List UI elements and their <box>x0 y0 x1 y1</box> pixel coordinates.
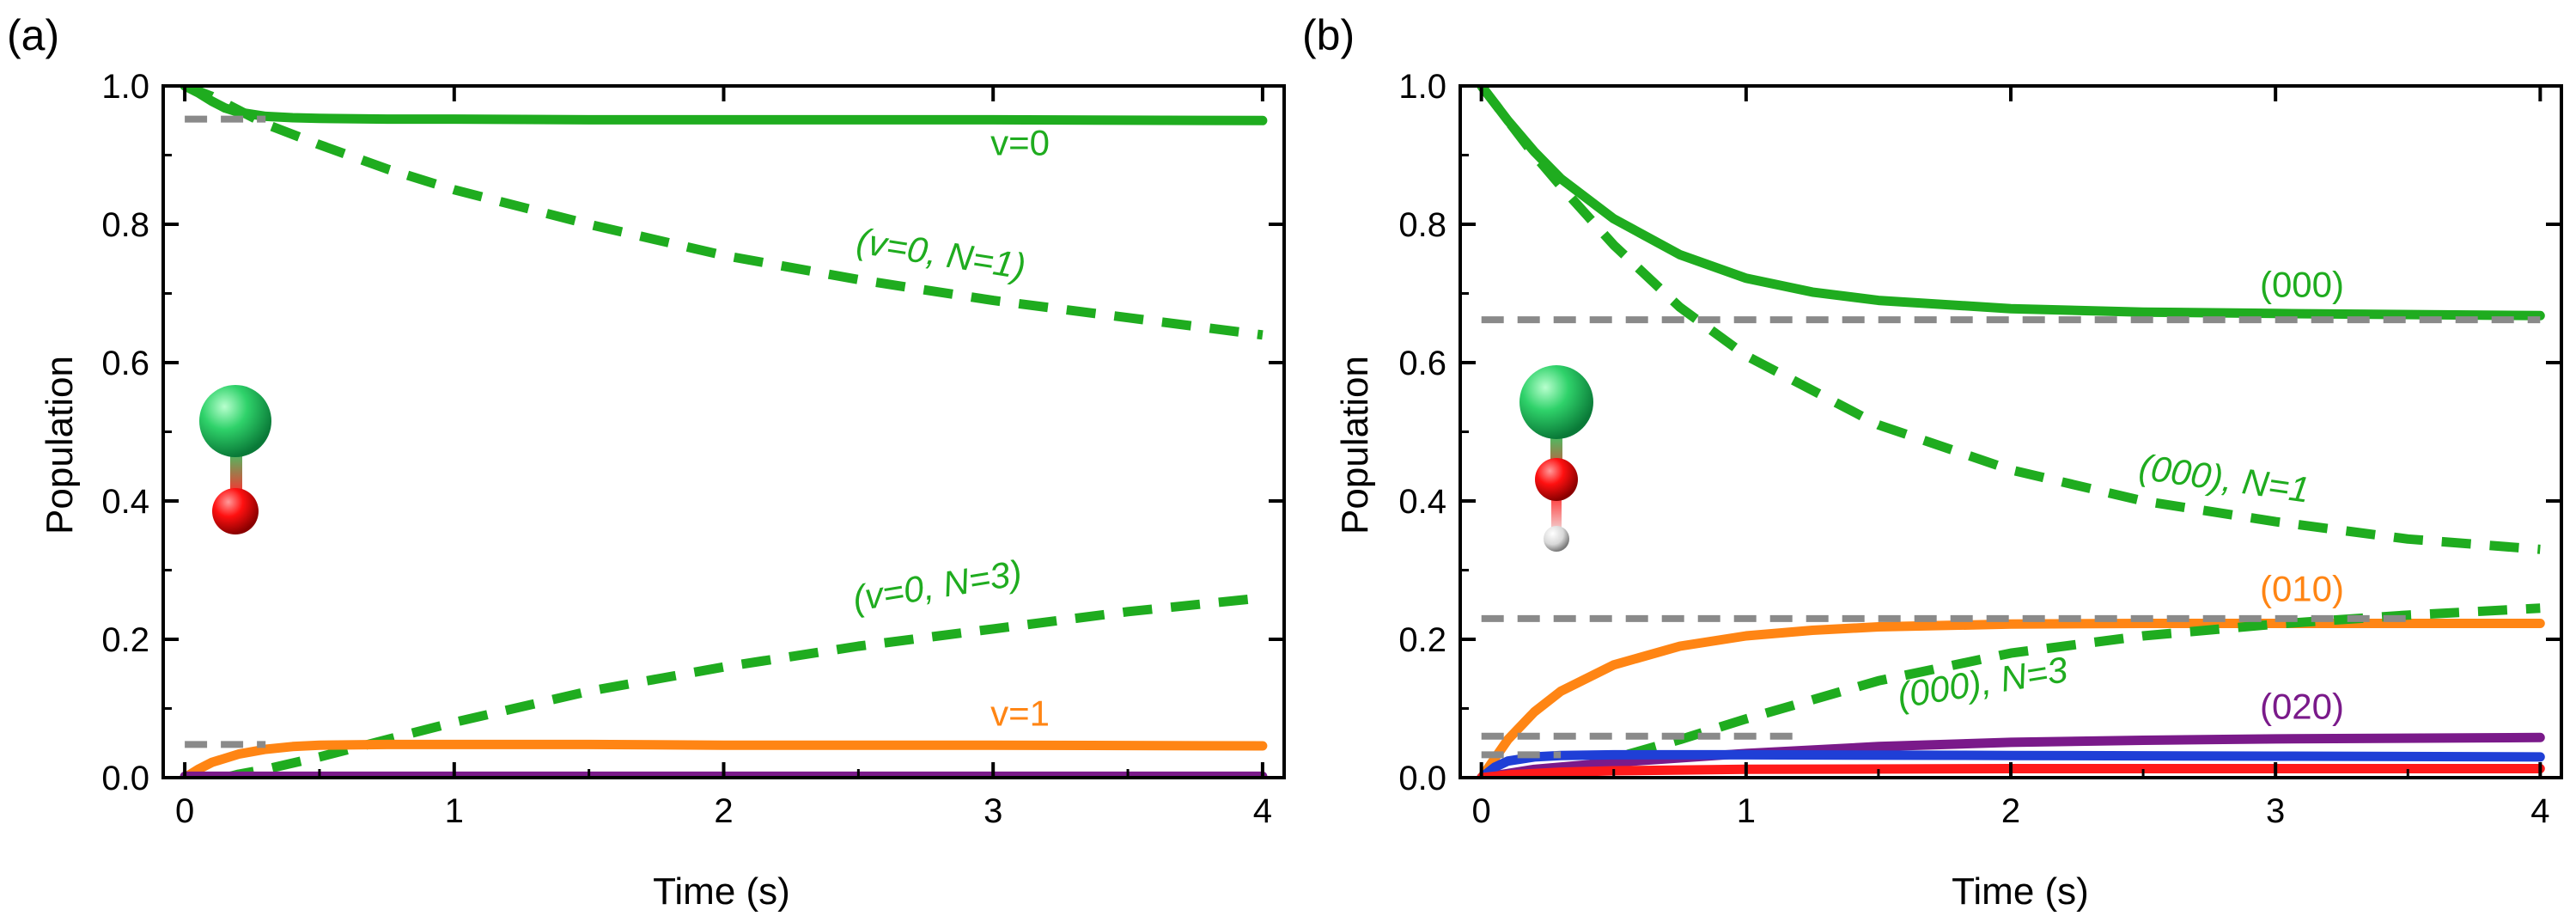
panel-b-x-tick-label-3: 3 <box>2266 792 2285 830</box>
panel-b-label: (b) <box>1302 11 1355 59</box>
panel-a-annotation-3: v=1 <box>990 693 1050 734</box>
panel-b-x-tick-label-0: 0 <box>1472 792 1491 830</box>
panel-b-y-tick-label-4: 0.8 <box>1398 206 1446 244</box>
panel-b-x-tick-label-2: 2 <box>2001 792 2020 830</box>
panel-a-plot: 0 1 2 3 4 0.0 0.2 0.4 0.6 0.8 1.0 v=0 (v=0, N=1) (v=0… <box>101 68 1286 830</box>
panel-a-x-tick-label-0: 0 <box>175 792 194 830</box>
panel-b-plot: 0 1 2 3 40.00.20.40.60.81.0(000)(000), N=1(0… <box>1398 68 2563 830</box>
panel-b-series-line-1 <box>1477 86 2541 554</box>
panel-b-y-tick-label-3: 0.6 <box>1398 345 1446 382</box>
panel-b-x-tick-label-1: 1 <box>1737 792 1756 830</box>
panel-a-series-line-2 <box>223 593 1264 778</box>
panel-a-x-tick-label-4: 4 <box>1253 792 1272 830</box>
panel-b-y-tick-label-0: 0.0 <box>1398 760 1446 797</box>
panel-b-x-tick-label-4: 4 <box>2530 792 2549 830</box>
panel-b-series-line-5 <box>1477 749 2545 778</box>
panel-b-series-line-0 <box>1477 86 2545 321</box>
panel-a-series-group <box>180 86 1268 778</box>
panel-b-series-line-4 <box>1477 732 2545 778</box>
panel-a-annotation-2: (v=0, N=3) <box>850 553 1025 619</box>
panel-a-series-line-1 <box>183 86 1264 340</box>
panel-a-x-tick-label-3: 3 <box>984 792 1002 830</box>
panel-b-y-tick-label-5: 1.0 <box>1398 68 1446 106</box>
panel-b-annotation-0: (000) <box>2260 265 2344 305</box>
panel-a-y-tick-label-1: 0.2 <box>101 621 149 659</box>
panel-b-series-line-6 <box>1477 764 2545 778</box>
panel-a-series-line-0 <box>180 86 1268 125</box>
panel-a-y-tick-label-5: 1.0 <box>101 68 149 106</box>
panel-a-x-tick-label-2: 2 <box>714 792 733 830</box>
panel-b-annotation-3: (000), N=3 <box>1895 649 2071 716</box>
panel-a-annotation-1: (v=0, N=1) <box>854 220 1028 286</box>
panel-b-annotation-4: (020) <box>2260 687 2344 727</box>
panel-b-y-axis-title: Population <box>1334 356 1376 534</box>
panel-b-annotation-2: (010) <box>2260 569 2344 609</box>
panel-a-y-axis-title: Population <box>39 356 81 534</box>
panel-a-label: (a) <box>7 11 59 59</box>
panel-b-series-line-2 <box>1477 619 2545 778</box>
panel-a-y-tick-label-3: 0.6 <box>101 345 149 382</box>
panel-a-y-tick-label-2: 0.4 <box>101 483 149 521</box>
panel-a-y-tick-label-0: 0.0 <box>101 760 149 797</box>
panel-b-y-tick-label-1: 0.2 <box>1398 621 1446 659</box>
panel-b-y-tick-label-2: 0.4 <box>1398 483 1446 521</box>
diatomic-molecule-icon <box>199 385 271 534</box>
panel-a-x-tick-label-1: 1 <box>445 792 464 830</box>
panel-b-series-group <box>1477 86 2545 778</box>
panel-a-series-line-3 <box>180 739 1268 778</box>
panel-b-x-axis-title: Time (s) <box>1952 870 2089 913</box>
triatomic-molecule-icon <box>1519 365 1593 552</box>
panel-a-annotation-0: v=0 <box>990 123 1050 163</box>
panel-b: (b) 0 1 2 3 4 0.0 0.2 0.4 0.6 0.8 1.0 (000) (000), N… <box>1302 11 2563 913</box>
panel-a-plot-frame <box>161 84 1286 779</box>
panel-a-x-axis-title: Time (s) <box>653 870 790 913</box>
panel-a-y-tick-label-4: 0.8 <box>101 206 149 244</box>
panel-a: (a) 0 1 2 3 4 0.0 0.2 0.4 0.6 0.8 1.0 v=0 (v=0, N=1)… <box>7 11 1286 913</box>
